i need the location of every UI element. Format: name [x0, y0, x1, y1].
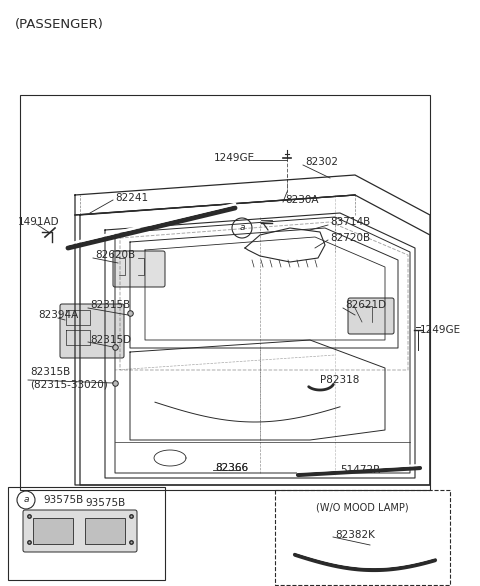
- Text: a: a: [239, 223, 245, 233]
- Text: P82318: P82318: [320, 375, 360, 385]
- FancyBboxPatch shape: [23, 510, 137, 552]
- Bar: [275, 490, 450, 585]
- Text: 1249GE: 1249GE: [420, 325, 461, 335]
- Text: 82621D: 82621D: [345, 300, 386, 310]
- Text: 82315B
(82315-33020): 82315B (82315-33020): [30, 367, 108, 389]
- Bar: [8, 487, 165, 580]
- Text: 93575B: 93575B: [85, 498, 125, 508]
- Text: 8230A: 8230A: [285, 195, 319, 205]
- Text: (PASSENGER): (PASSENGER): [15, 18, 104, 31]
- Text: 82394A: 82394A: [38, 310, 78, 320]
- Text: 1249GE: 1249GE: [214, 153, 255, 163]
- FancyBboxPatch shape: [60, 304, 124, 358]
- FancyBboxPatch shape: [348, 298, 394, 334]
- Bar: [33, 518, 73, 544]
- Text: 51472R: 51472R: [340, 465, 380, 475]
- Text: 82302: 82302: [305, 157, 338, 167]
- Bar: [85, 518, 125, 544]
- Text: 82315D: 82315D: [90, 335, 131, 345]
- Text: (W/O MOOD LAMP): (W/O MOOD LAMP): [316, 502, 408, 512]
- Text: 82241: 82241: [115, 193, 148, 203]
- Text: 82720B: 82720B: [330, 233, 370, 243]
- Text: 93575B: 93575B: [43, 495, 83, 505]
- Text: 82315B: 82315B: [90, 300, 130, 310]
- FancyBboxPatch shape: [113, 251, 165, 287]
- Text: 82366: 82366: [215, 463, 248, 473]
- Bar: [20, 95, 430, 490]
- Text: 1491AD: 1491AD: [18, 217, 60, 227]
- Text: 83714B: 83714B: [330, 217, 370, 227]
- Text: 82620B: 82620B: [95, 250, 135, 260]
- Text: 82382K: 82382K: [335, 530, 375, 540]
- Text: 82366: 82366: [215, 463, 248, 473]
- Text: a: a: [23, 496, 29, 505]
